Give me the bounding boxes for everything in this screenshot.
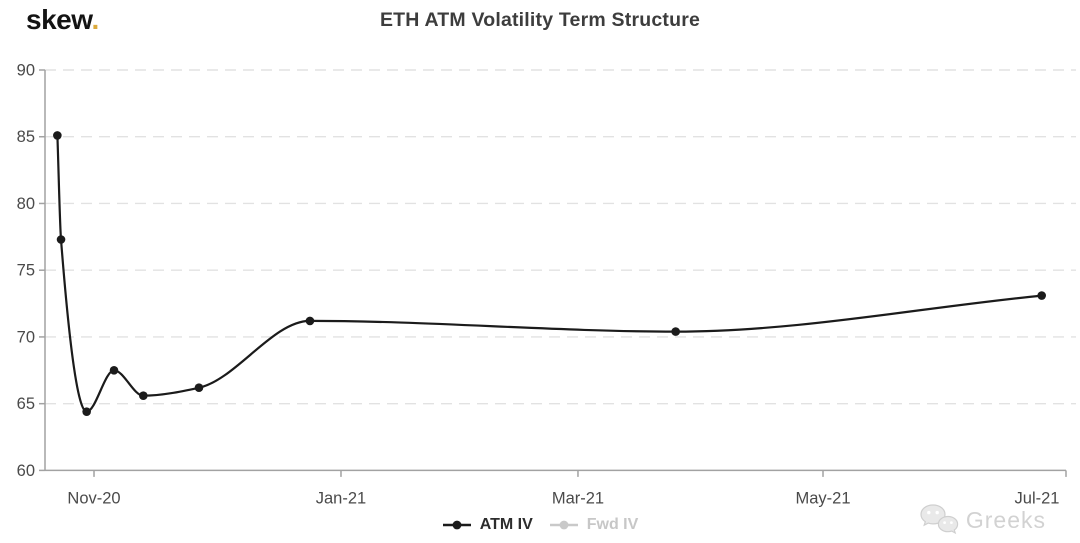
atm-iv-point[interactable]	[671, 327, 680, 336]
x-tick-label: Jan-21	[316, 489, 366, 507]
legend-item-atm-iv[interactable]: ATM IV	[442, 516, 533, 534]
atm-iv-point[interactable]	[53, 131, 62, 140]
skew-logo-dot: .	[91, 4, 99, 35]
atm-iv-point[interactable]	[139, 391, 148, 400]
atm-iv-point[interactable]	[194, 383, 204, 392]
x-tick-label: Mar-21	[552, 489, 604, 507]
atm-iv-marker-icon	[442, 520, 471, 530]
x-tick-label: Nov-20	[67, 489, 120, 507]
legend-item-fwd-iv[interactable]: Fwd IV	[549, 516, 639, 534]
chart-title: ETH ATM Volatility Term Structure	[379, 9, 701, 31]
legend-label-fwd-iv: Fwd IV	[586, 516, 639, 533]
y-tick-label: 60	[17, 462, 35, 480]
atm-iv-point[interactable]	[305, 316, 315, 326]
y-tick-label: 80	[17, 195, 35, 213]
y-tick-label: 75	[17, 262, 35, 280]
wechat-icon	[920, 504, 959, 535]
fwd-iv-marker-icon	[549, 520, 578, 530]
x-tick-label: Jul-21	[1015, 489, 1060, 507]
y-tick-label: 90	[17, 62, 35, 80]
chart-legend: ATM IV Fwd IV	[0, 516, 1080, 534]
skew-logo-text: skew	[26, 4, 92, 35]
skew-logo: skew.	[26, 3, 99, 37]
atm-iv-line	[56, 134, 1043, 413]
atm-iv-point[interactable]	[1037, 291, 1047, 300]
y-tick-label: 70	[17, 328, 35, 346]
greeks-watermark: Greeks	[919, 502, 1046, 538]
legend-label-atm-iv: ATM IV	[479, 516, 533, 533]
y-tick-label: 85	[17, 128, 35, 146]
watermark-text: Greeks	[965, 506, 1046, 533]
x-tick-label: May-21	[795, 489, 850, 507]
atm-iv-point[interactable]	[109, 366, 119, 375]
atm-iv-point[interactable]	[56, 235, 66, 244]
atm-iv-point[interactable]	[82, 407, 91, 416]
y-tick-label: 65	[17, 395, 35, 413]
